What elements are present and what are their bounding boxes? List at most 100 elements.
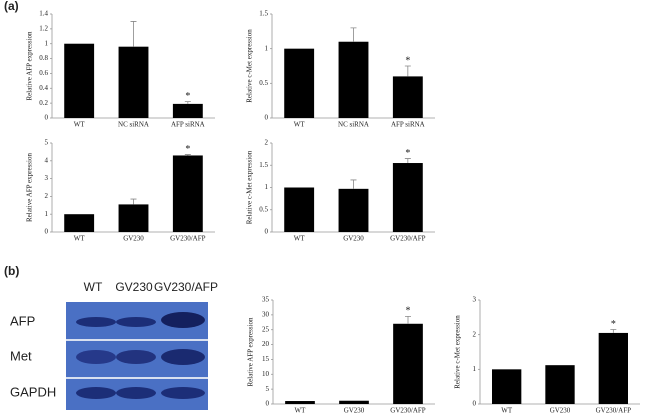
bar bbox=[598, 332, 628, 404]
x-tick-label: GV230/AFP bbox=[170, 235, 206, 243]
x-tick-label: WT bbox=[501, 407, 513, 415]
y-tick-label: 0.2 bbox=[39, 99, 48, 107]
bar bbox=[339, 400, 369, 404]
y-tick-label: 1 bbox=[473, 365, 477, 373]
error-bar bbox=[404, 158, 411, 164]
x-tick-label: AFP siRNA bbox=[391, 121, 425, 129]
y-tick-label: 1 bbox=[45, 39, 49, 47]
bar bbox=[492, 369, 522, 404]
bar bbox=[392, 163, 423, 232]
lane-label: GV230 bbox=[115, 280, 153, 294]
y-tick-label: 20 bbox=[262, 340, 270, 348]
y-tick-label: 30 bbox=[262, 310, 270, 318]
y-axis-label: Relative AFP expression bbox=[247, 317, 255, 386]
error-bar bbox=[350, 27, 357, 42]
y-tick-label: 2 bbox=[473, 330, 477, 338]
y-tick-label: 4 bbox=[45, 156, 49, 164]
panel-label: (a) bbox=[4, 0, 19, 13]
x-tick-label: WT bbox=[294, 235, 306, 243]
y-tick-label: 0.8 bbox=[39, 54, 48, 62]
bar bbox=[118, 46, 149, 118]
bar bbox=[64, 214, 95, 232]
blot-image bbox=[66, 302, 208, 410]
y-axis-label: Relative AFP expression bbox=[26, 31, 34, 100]
row-label: GAPDH bbox=[10, 384, 56, 399]
y-tick-label: 0 bbox=[266, 400, 270, 408]
significance-marker: * bbox=[185, 91, 190, 102]
x-tick-label: GV230/AFP bbox=[390, 235, 426, 243]
panel-label: (b) bbox=[4, 264, 19, 278]
error-bar bbox=[130, 198, 137, 205]
x-tick-label: WT bbox=[295, 407, 307, 415]
y-tick-label: 0 bbox=[265, 228, 269, 236]
x-tick-label: WT bbox=[74, 121, 86, 129]
y-tick-label: 3 bbox=[45, 174, 49, 182]
bar bbox=[172, 155, 203, 232]
y-axis-label: Relative c-Met expression bbox=[454, 315, 462, 389]
row-label: Met bbox=[10, 348, 32, 363]
y-axis-label: Relative c-Met expression bbox=[246, 29, 254, 103]
x-tick-label: WT bbox=[294, 121, 306, 129]
error-bar bbox=[184, 154, 191, 156]
bar bbox=[284, 187, 315, 232]
y-tick-label: 0.5 bbox=[259, 205, 268, 213]
bar bbox=[338, 41, 369, 118]
y-axis-label: Relative AFP expression bbox=[26, 153, 34, 222]
y-tick-label: 1 bbox=[265, 183, 269, 191]
y-tick-label: 3 bbox=[473, 296, 477, 304]
bar bbox=[545, 365, 575, 404]
bar bbox=[393, 323, 423, 404]
y-tick-label: 5 bbox=[45, 139, 49, 147]
bar bbox=[285, 401, 315, 404]
y-tick-label: 0.5 bbox=[259, 79, 268, 87]
significance-marker: * bbox=[611, 319, 616, 330]
significance-marker: * bbox=[405, 148, 410, 159]
error-bar bbox=[184, 101, 191, 104]
y-tick-label: 35 bbox=[262, 296, 270, 304]
bar bbox=[172, 103, 203, 118]
x-tick-label: GV230/AFP bbox=[390, 407, 426, 415]
bar bbox=[338, 188, 369, 232]
bar bbox=[392, 76, 423, 118]
y-tick-label: 5 bbox=[266, 385, 270, 393]
error-bar bbox=[405, 315, 411, 324]
x-tick-label: NC siRNA bbox=[118, 121, 149, 129]
x-tick-label: GV230 bbox=[550, 407, 571, 415]
y-tick-label: 1.4 bbox=[39, 10, 48, 18]
y-tick-label: 10 bbox=[262, 370, 270, 378]
y-tick-label: 1.5 bbox=[259, 10, 268, 18]
x-tick-label: NC siRNA bbox=[338, 121, 369, 129]
y-tick-label: 1 bbox=[45, 210, 49, 218]
significance-marker: * bbox=[406, 306, 411, 317]
y-tick-label: 15 bbox=[262, 355, 270, 363]
row-label: AFP bbox=[10, 313, 35, 328]
lane-label: GV230/AFP bbox=[154, 280, 218, 294]
bar bbox=[64, 43, 95, 118]
significance-marker: * bbox=[405, 55, 410, 66]
y-tick-label: 0 bbox=[45, 114, 49, 122]
y-tick-label: 2 bbox=[265, 139, 269, 147]
y-tick-label: 0.6 bbox=[39, 69, 48, 77]
x-tick-label: WT bbox=[74, 235, 86, 243]
error-bar bbox=[130, 21, 137, 47]
y-tick-label: 0.4 bbox=[39, 84, 48, 92]
error-bar bbox=[610, 329, 617, 333]
error-bar bbox=[350, 179, 357, 189]
y-tick-label: 25 bbox=[262, 325, 270, 333]
y-tick-label: 1.5 bbox=[259, 161, 268, 169]
y-tick-label: 1 bbox=[265, 44, 269, 52]
y-tick-label: 0 bbox=[473, 400, 477, 408]
y-tick-label: 0 bbox=[45, 228, 49, 236]
x-tick-label: GV230/AFP bbox=[596, 407, 632, 415]
significance-marker: * bbox=[185, 144, 190, 155]
x-tick-label: GV230 bbox=[344, 407, 365, 415]
y-axis-label: Relative c-Met expression bbox=[246, 150, 254, 224]
y-tick-label: 2 bbox=[45, 192, 49, 200]
x-tick-label: GV230 bbox=[343, 235, 364, 243]
bar bbox=[118, 204, 149, 232]
x-tick-label: AFP siRNA bbox=[171, 121, 205, 129]
error-bar bbox=[404, 65, 411, 77]
y-tick-label: 1.2 bbox=[39, 24, 48, 32]
